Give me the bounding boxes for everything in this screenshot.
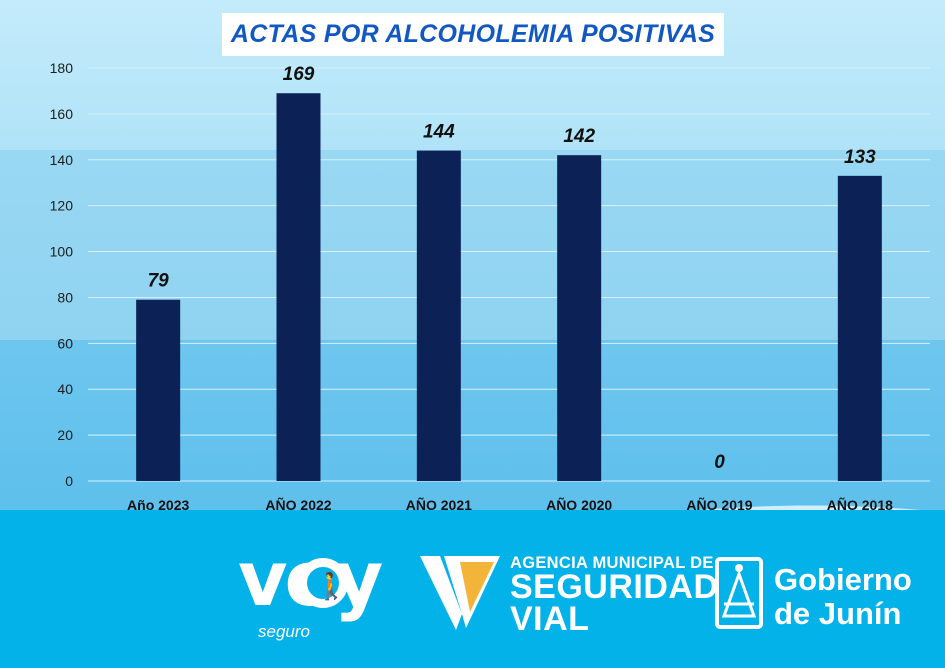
junin-crest-icon xyxy=(715,557,763,629)
bar xyxy=(136,299,181,481)
x-tick-label: Año 2023 xyxy=(127,497,189,513)
bar xyxy=(416,150,461,481)
y-tick-label: 60 xyxy=(57,335,73,351)
y-tick-label: 120 xyxy=(50,198,74,214)
bar xyxy=(837,175,882,482)
y-tick-label: 160 xyxy=(50,106,74,122)
agencia-line-2: SEGURIDAD xyxy=(510,568,719,606)
junin-line-2: de Junín xyxy=(774,596,902,631)
data-label: 133 xyxy=(844,147,876,168)
agencia-line-1: AGENCIA MUNICIPAL DE xyxy=(510,554,714,572)
y-tick-label: 80 xyxy=(57,289,73,305)
y-tick-label: 0 xyxy=(65,473,73,489)
y-tick-label: 100 xyxy=(50,244,74,260)
y-tick-label: 140 xyxy=(50,152,74,168)
bar xyxy=(557,155,602,481)
voy-seguro-logo: voy 🚶 seguro xyxy=(238,534,398,648)
data-label: 0 xyxy=(714,452,725,473)
x-tick-label: AÑO 2020 xyxy=(546,496,612,513)
data-label: 79 xyxy=(148,271,170,292)
agencia-seguridad-vial-logo: AGENCIA MUNICIPAL DE SEGURIDAD VIAL xyxy=(420,552,718,642)
x-tick-label: AÑO 2018 xyxy=(827,496,893,513)
y-tick-label: 20 xyxy=(57,427,73,443)
data-label: 169 xyxy=(283,64,315,85)
data-label: 142 xyxy=(563,126,595,147)
bar xyxy=(276,93,321,481)
x-tick-label: AÑO 2021 xyxy=(406,496,472,513)
chart-title: ACTAS POR ALCOHOLEMIA POSITIVAS xyxy=(230,20,716,48)
y-tick-label: 40 xyxy=(57,381,73,397)
agencia-line-3: VIAL xyxy=(510,600,590,638)
category-labels: Año 2023 AÑO 2022 AÑO 2021 AÑO 2020 AÑO 2019… xyxy=(127,496,893,513)
data-label: 144 xyxy=(423,122,455,143)
y-tick-label: 180 xyxy=(50,60,74,76)
bars xyxy=(136,93,882,482)
x-tick-label: AÑO 2019 xyxy=(686,496,752,513)
chart-title-box: ACTAS POR ALCOHOLEMIA POSITIVAS xyxy=(222,13,724,56)
bar-chart: 0 20 40 60 80 100 120 140 160 180 79 169 144 142 0 133… xyxy=(50,60,930,513)
junin-line-1: Gobierno xyxy=(774,562,912,597)
voy-logo-subtext: seguro xyxy=(258,622,310,641)
gobierno-junin-logo: Gobierno de Junín xyxy=(714,556,924,636)
x-tick-label: AÑO 2022 xyxy=(265,496,331,513)
grid-lines xyxy=(88,67,930,482)
pedestrian-icon: 🚶 xyxy=(298,558,348,608)
v-emblem-icon xyxy=(420,556,500,630)
y-axis-ticks: 0 20 40 60 80 100 120 140 160 180 xyxy=(50,60,74,489)
value-labels: 79 169 144 142 0 133 xyxy=(148,64,877,473)
